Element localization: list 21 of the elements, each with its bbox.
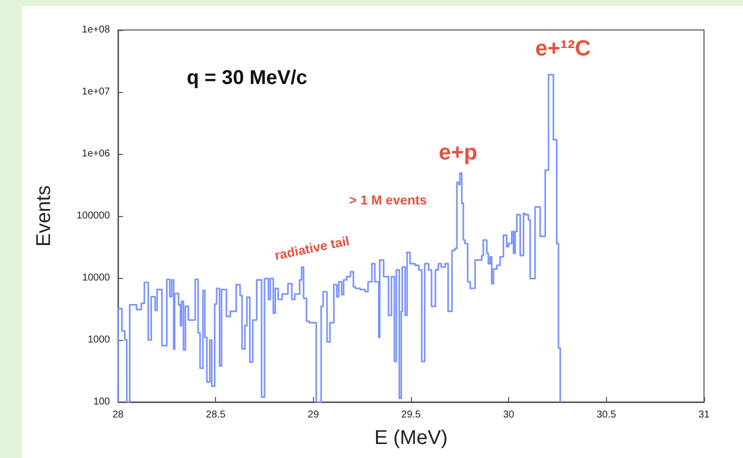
x-tick-label: 31 (698, 410, 710, 420)
y-tick-label: 10000 (82, 272, 110, 284)
y-tick-label: 1e+07 (82, 86, 110, 98)
y-tick-label: 1000 (88, 334, 110, 346)
annotation: radiative tail (273, 233, 351, 263)
annotation: q = 30 MeV/c (186, 67, 308, 89)
x-tick-label: 29 (308, 410, 320, 420)
y-axis-title: Events (33, 185, 55, 247)
annotation: > 1 M events (349, 192, 427, 208)
x-tick-label: 29.5 (401, 410, 422, 420)
y-tick-label: 100 (93, 396, 110, 408)
x-tick-label: 28 (112, 410, 124, 420)
y-tick-label: 100000 (76, 210, 110, 222)
x-axis-title: E (MeV) (374, 427, 448, 449)
x-tick-label: 30 (503, 410, 515, 420)
x-tick-label: 28.5 (206, 410, 226, 420)
y-tick-label: 1e+08 (82, 24, 110, 36)
annotation: e+p (438, 140, 478, 164)
y-tick-label: 1e+06 (82, 148, 110, 160)
x-tick-label: 30.5 (596, 410, 616, 420)
annotation: e+¹²C (535, 36, 591, 60)
